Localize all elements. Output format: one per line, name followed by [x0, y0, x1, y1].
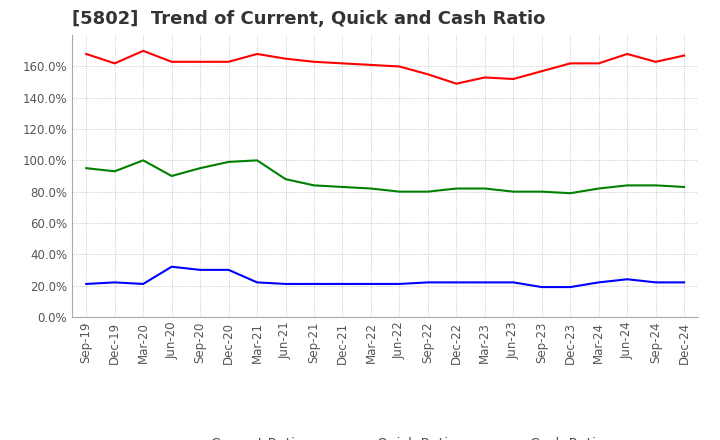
Current Ratio [452, 81, 461, 86]
Current Ratio [110, 61, 119, 66]
Cash Ratio [225, 267, 233, 272]
Current Ratio [167, 59, 176, 64]
Quick Ratio [167, 173, 176, 179]
Quick Ratio [623, 183, 631, 188]
Quick Ratio [652, 183, 660, 188]
Quick Ratio [680, 184, 688, 190]
Current Ratio [680, 53, 688, 58]
Cash Ratio [282, 281, 290, 286]
Cash Ratio [338, 281, 347, 286]
Quick Ratio [480, 186, 489, 191]
Quick Ratio [139, 158, 148, 163]
Cash Ratio [82, 281, 91, 286]
Current Ratio [395, 64, 404, 69]
Current Ratio [196, 59, 204, 64]
Cash Ratio [566, 284, 575, 290]
Quick Ratio [395, 189, 404, 194]
Current Ratio [509, 77, 518, 82]
Legend: Current Ratio, Quick Ratio, Cash Ratio: Current Ratio, Quick Ratio, Cash Ratio [160, 431, 611, 440]
Cash Ratio [366, 281, 375, 286]
Current Ratio [595, 61, 603, 66]
Quick Ratio [225, 159, 233, 165]
Quick Ratio [282, 176, 290, 182]
Quick Ratio [537, 189, 546, 194]
Current Ratio [139, 48, 148, 54]
Quick Ratio [566, 191, 575, 196]
Current Ratio [566, 61, 575, 66]
Quick Ratio [310, 183, 318, 188]
Current Ratio [82, 51, 91, 57]
Cash Ratio [595, 280, 603, 285]
Quick Ratio [509, 189, 518, 194]
Cash Ratio [310, 281, 318, 286]
Line: Current Ratio: Current Ratio [86, 51, 684, 84]
Cash Ratio [452, 280, 461, 285]
Text: [5802]  Trend of Current, Quick and Cash Ratio: [5802] Trend of Current, Quick and Cash … [72, 10, 545, 28]
Quick Ratio [82, 165, 91, 171]
Cash Ratio [680, 280, 688, 285]
Current Ratio [225, 59, 233, 64]
Cash Ratio [139, 281, 148, 286]
Current Ratio [366, 62, 375, 68]
Quick Ratio [196, 165, 204, 171]
Cash Ratio [537, 284, 546, 290]
Cash Ratio [480, 280, 489, 285]
Cash Ratio [110, 280, 119, 285]
Quick Ratio [338, 184, 347, 190]
Quick Ratio [452, 186, 461, 191]
Quick Ratio [423, 189, 432, 194]
Current Ratio [423, 72, 432, 77]
Cash Ratio [167, 264, 176, 269]
Current Ratio [338, 61, 347, 66]
Cash Ratio [652, 280, 660, 285]
Current Ratio [310, 59, 318, 64]
Cash Ratio [395, 281, 404, 286]
Quick Ratio [366, 186, 375, 191]
Current Ratio [652, 59, 660, 64]
Cash Ratio [509, 280, 518, 285]
Quick Ratio [110, 169, 119, 174]
Current Ratio [282, 56, 290, 61]
Quick Ratio [253, 158, 261, 163]
Cash Ratio [253, 280, 261, 285]
Cash Ratio [196, 267, 204, 272]
Current Ratio [480, 75, 489, 80]
Quick Ratio [595, 186, 603, 191]
Current Ratio [537, 69, 546, 74]
Cash Ratio [623, 277, 631, 282]
Current Ratio [253, 51, 261, 57]
Cash Ratio [423, 280, 432, 285]
Line: Cash Ratio: Cash Ratio [86, 267, 684, 287]
Line: Quick Ratio: Quick Ratio [86, 160, 684, 193]
Current Ratio [623, 51, 631, 57]
